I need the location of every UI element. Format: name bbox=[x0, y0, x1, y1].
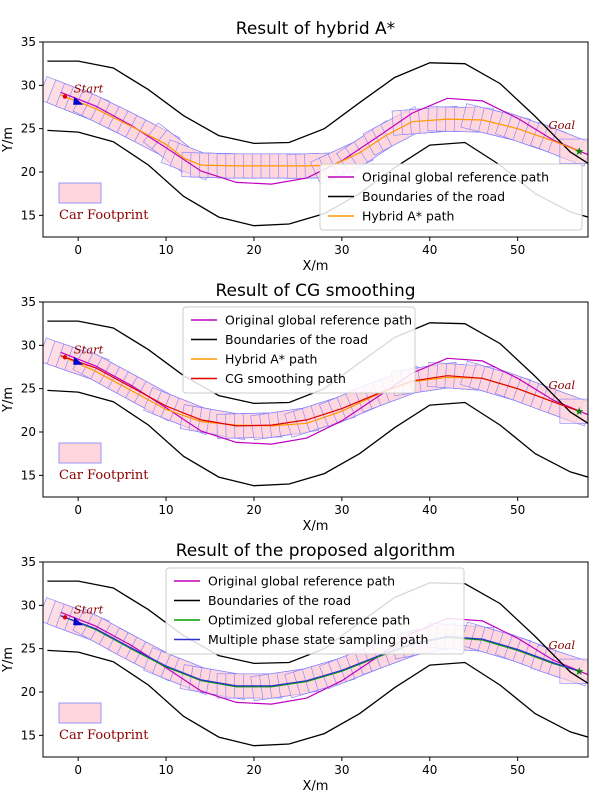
footprint-swatch bbox=[58, 702, 102, 724]
start-marker bbox=[62, 355, 68, 360]
goal-label: Goal bbox=[548, 118, 575, 132]
series-line-3 bbox=[47, 389, 588, 487]
x-tick-label: 0 bbox=[74, 503, 82, 517]
y-tick-label: 20 bbox=[21, 165, 36, 179]
y-tick-label: 35 bbox=[21, 35, 36, 49]
y-tick-label: 15 bbox=[21, 208, 36, 222]
car-footprint-rect bbox=[559, 658, 588, 684]
axes-frame bbox=[42, 301, 589, 498]
y-axis-label: Y/m bbox=[1, 127, 16, 153]
goal-label: Goal bbox=[548, 378, 575, 392]
legend-entry: Hybrid A* path bbox=[225, 352, 317, 367]
x-tick-label: 10 bbox=[158, 243, 173, 257]
y-tick-label: 15 bbox=[21, 728, 36, 742]
x-tick-label: 40 bbox=[422, 243, 437, 257]
x-tick-label: 30 bbox=[334, 243, 349, 257]
legend-entry: Original global reference path bbox=[225, 313, 412, 328]
axes-frame bbox=[42, 561, 589, 758]
legend-entry: Optimized global reference path bbox=[208, 613, 410, 628]
legend-entry: Original global reference path bbox=[208, 574, 395, 589]
x-axis-label: X/m bbox=[303, 259, 329, 274]
x-tick-label: 30 bbox=[334, 763, 349, 777]
plot-area: ★ bbox=[43, 60, 588, 227]
x-tick-label: 20 bbox=[246, 503, 261, 517]
legend-entry: Hybrid A* path bbox=[362, 209, 454, 224]
plot-area: ★ bbox=[43, 320, 588, 487]
chart-panel-3: ★ Result of the proposed algorithm Start Go… bbox=[1, 541, 589, 794]
start-marker bbox=[62, 94, 68, 99]
car-footprint-rect bbox=[559, 138, 588, 164]
x-tick-label: 10 bbox=[158, 503, 173, 517]
legend: Original global reference path Boundaries… bbox=[165, 567, 465, 655]
start-marker bbox=[62, 615, 68, 620]
legend-box bbox=[182, 306, 416, 394]
series-line-4 bbox=[60, 615, 580, 688]
x-tick-label: 50 bbox=[510, 763, 525, 777]
goal-label: Goal bbox=[548, 638, 575, 652]
footprint-label: Car Footprint bbox=[59, 468, 149, 483]
goal-star-icon: ★ bbox=[574, 145, 584, 158]
footprint-swatch bbox=[58, 182, 102, 204]
chart-panel-1: ★ Result of hybrid A* Start Goal Car Footpri… bbox=[1, 19, 589, 274]
y-tick-label: 35 bbox=[21, 295, 36, 309]
y-tick-label: 30 bbox=[21, 338, 36, 352]
footprint-label: Car Footprint bbox=[59, 208, 149, 223]
start-label: Start bbox=[74, 342, 104, 356]
y-tick-label: 20 bbox=[21, 685, 36, 699]
chart-title: Result of CG smoothing bbox=[215, 281, 415, 301]
x-tick-label: 30 bbox=[334, 503, 349, 517]
series-line-2 bbox=[47, 60, 588, 164]
start-arrow-icon bbox=[73, 96, 84, 105]
legend-entry: Boundaries of the road bbox=[225, 332, 368, 347]
legend-entry: Boundaries of the road bbox=[208, 593, 351, 608]
chart-panel-2: ★ Result of CG smoothing Start Goal Car Foot… bbox=[1, 281, 589, 534]
start-arrow-icon bbox=[73, 356, 84, 365]
y-tick-label: 15 bbox=[21, 468, 36, 482]
footprint-label: Car Footprint bbox=[59, 728, 149, 743]
legend: Original global reference path Boundaries… bbox=[319, 163, 583, 231]
y-tick-label: 35 bbox=[21, 555, 36, 569]
y-tick-label: 30 bbox=[21, 78, 36, 92]
x-tick-label: 0 bbox=[74, 243, 82, 257]
start-label: Start bbox=[74, 82, 104, 96]
legend-entry: Boundaries of the road bbox=[362, 189, 505, 204]
legend-box bbox=[165, 567, 465, 655]
x-tick-label: 50 bbox=[510, 503, 525, 517]
chart-title: Result of the proposed algorithm bbox=[176, 541, 456, 561]
y-axis-label: Y/m bbox=[1, 647, 16, 673]
legend: Original global reference path Boundaries… bbox=[182, 306, 416, 394]
car-footprint-rect bbox=[559, 398, 588, 424]
y-axis-label: Y/m bbox=[1, 387, 16, 413]
chart-title: Result of hybrid A* bbox=[236, 19, 395, 39]
y-tick-label: 25 bbox=[21, 642, 36, 656]
legend-entry: CG smoothing path bbox=[225, 371, 346, 386]
start-label: Start bbox=[74, 602, 104, 616]
y-tick-label: 20 bbox=[21, 425, 36, 439]
legend-entry: Original global reference path bbox=[362, 170, 549, 185]
y-tick-label: 25 bbox=[21, 122, 36, 136]
y-tick-label: 30 bbox=[21, 598, 36, 612]
goal-star-icon: ★ bbox=[574, 665, 584, 678]
x-tick-label: 0 bbox=[74, 763, 82, 777]
x-tick-label: 10 bbox=[158, 763, 173, 777]
legend-box bbox=[319, 163, 583, 231]
x-tick-label: 20 bbox=[246, 243, 261, 257]
footprint-swatch bbox=[58, 442, 102, 464]
series-line-5 bbox=[60, 615, 580, 687]
start-arrow-icon bbox=[73, 617, 84, 626]
series-line-5 bbox=[60, 355, 580, 427]
x-axis-label: X/m bbox=[303, 519, 329, 534]
x-tick-label: 40 bbox=[422, 503, 437, 517]
x-tick-label: 40 bbox=[422, 763, 437, 777]
x-tick-label: 20 bbox=[246, 763, 261, 777]
series-line-3 bbox=[47, 649, 588, 747]
legend-entry: Multiple phase state sampling path bbox=[208, 632, 428, 647]
axes-frame bbox=[42, 41, 589, 238]
goal-star-icon: ★ bbox=[574, 405, 584, 418]
y-tick-label: 25 bbox=[21, 382, 36, 396]
x-axis-label: X/m bbox=[303, 779, 329, 794]
x-tick-label: 50 bbox=[510, 243, 525, 257]
